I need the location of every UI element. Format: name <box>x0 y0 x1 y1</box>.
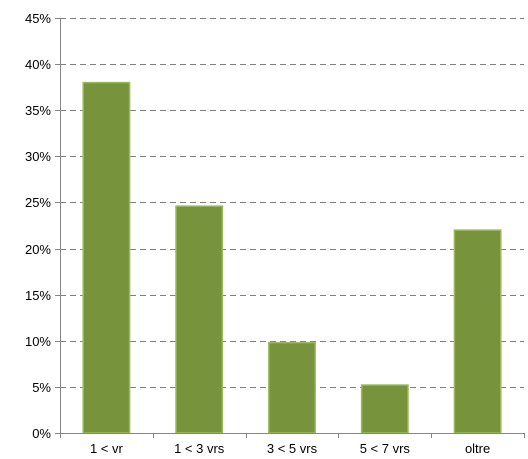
y-tick-label: 30% <box>25 149 51 164</box>
x-tick-label: oltre <box>465 441 490 456</box>
axes <box>55 18 525 438</box>
bar <box>175 205 224 434</box>
bar <box>268 341 316 434</box>
y-tick-label: 5% <box>32 380 51 395</box>
y-tick-label: 45% <box>25 11 51 26</box>
bar <box>360 384 409 434</box>
x-tick-labels: 1 < vr 1 < 3 vrs 3 < 5 vrs 5 < 7 vrs oltre <box>90 441 490 456</box>
y-tick-label: 35% <box>25 103 51 118</box>
y-tick-labels: 0% 5% 10% 15% 20% 25% 30% 35% 40% 45% <box>25 11 51 441</box>
y-tick-label: 15% <box>25 288 51 303</box>
y-tick-label: 20% <box>25 242 51 257</box>
y-tick-label: 0% <box>32 426 51 441</box>
x-tick-label: 3 < 5 vrs <box>267 441 318 456</box>
x-tick-label: 1 < vr <box>90 441 124 456</box>
bar <box>453 229 502 434</box>
x-tick-label: 1 < 3 vrs <box>174 441 225 456</box>
y-tick-label: 25% <box>25 195 51 210</box>
y-tick-label: 40% <box>25 57 51 72</box>
bars <box>82 81 502 434</box>
x-tick-label: 5 < 7 vrs <box>360 441 411 456</box>
y-tick-label: 10% <box>25 334 51 349</box>
bar <box>82 81 131 434</box>
